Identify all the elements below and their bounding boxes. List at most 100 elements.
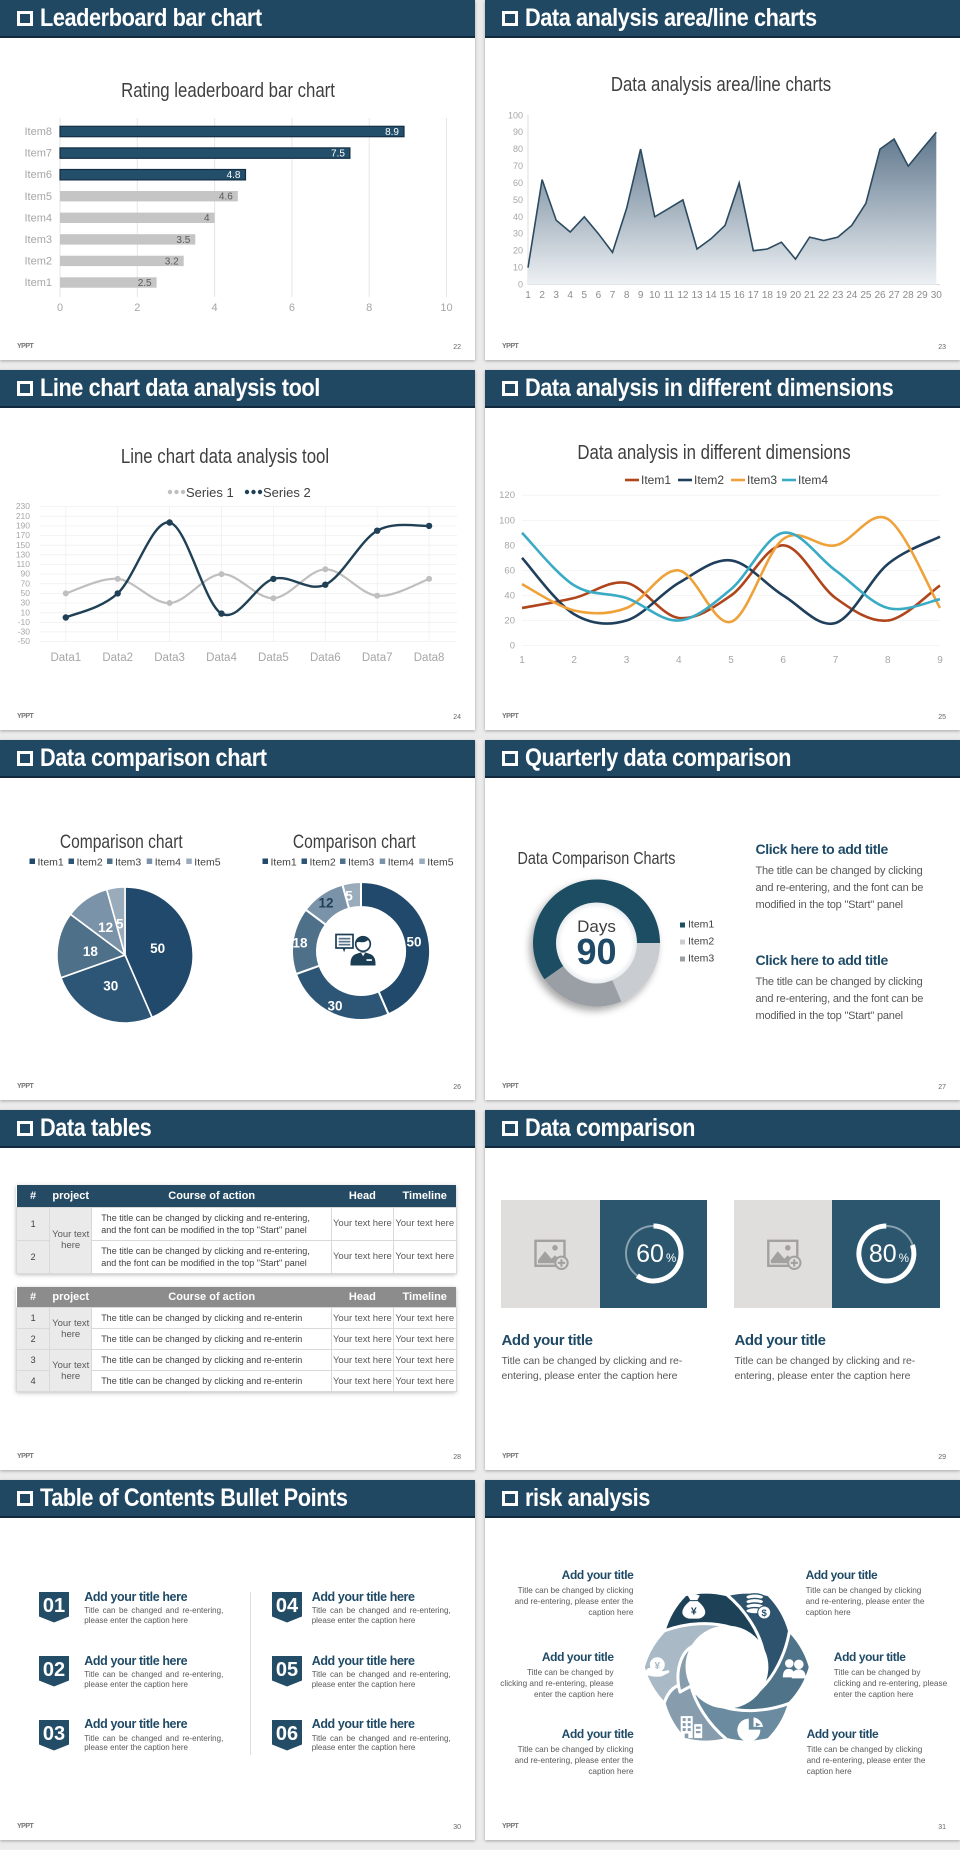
- svg-text:01: 01: [42, 1595, 64, 1617]
- svg-text:50: 50: [21, 588, 31, 598]
- svg-text:03: 03: [42, 1723, 64, 1745]
- svg-text:12: 12: [98, 920, 113, 935]
- svg-text:Item3: Item3: [688, 953, 714, 965]
- svg-text:02: 02: [42, 1659, 64, 1681]
- svg-text:40: 40: [513, 212, 523, 222]
- svg-text:10: 10: [513, 263, 523, 273]
- svg-text:7: 7: [833, 655, 839, 666]
- svg-text:0: 0: [57, 302, 63, 314]
- svg-text:10: 10: [440, 302, 452, 314]
- svg-text:13: 13: [691, 290, 703, 301]
- svg-text:4: 4: [204, 213, 210, 224]
- svg-text:80: 80: [513, 144, 523, 154]
- svg-text:Comparison chart: Comparison chart: [60, 831, 183, 853]
- svg-text:Data analysis area/line charts: Data analysis area/line charts: [611, 72, 831, 95]
- svg-text:14: 14: [705, 290, 717, 301]
- svg-text:2: 2: [539, 290, 545, 301]
- svg-text:110: 110: [16, 559, 30, 569]
- svg-text:Item3: Item3: [115, 857, 141, 869]
- svg-text:6: 6: [289, 302, 295, 314]
- svg-text:60: 60: [504, 565, 515, 576]
- svg-text:Item4: Item4: [24, 212, 52, 224]
- svg-text:Item8: Item8: [24, 126, 52, 138]
- svg-text:12: 12: [318, 896, 333, 911]
- svg-text:Data5: Data5: [258, 652, 289, 664]
- svg-text:1: 1: [525, 290, 531, 301]
- svg-text:Item3: Item3: [348, 857, 374, 869]
- svg-text:6: 6: [596, 290, 602, 301]
- svg-text:120: 120: [499, 490, 515, 501]
- svg-text:5: 5: [116, 917, 124, 932]
- svg-text:Data1: Data1: [50, 652, 81, 664]
- svg-text:5: 5: [582, 290, 588, 301]
- svg-text:18: 18: [83, 944, 99, 959]
- svg-text:30: 30: [21, 598, 31, 608]
- svg-text:05: 05: [275, 1659, 297, 1681]
- svg-text:4: 4: [676, 655, 682, 666]
- svg-text:21: 21: [804, 290, 816, 301]
- svg-text:7: 7: [610, 290, 616, 301]
- svg-text:$: $: [762, 1608, 768, 1619]
- svg-text:Item5: Item5: [427, 857, 453, 869]
- svg-text:Series 1: Series 1: [186, 485, 234, 500]
- svg-text:30: 30: [513, 229, 523, 239]
- svg-text:20: 20: [504, 616, 515, 627]
- svg-text:Data8: Data8: [414, 652, 445, 664]
- svg-text:04: 04: [275, 1595, 298, 1617]
- svg-text:170: 170: [16, 530, 30, 540]
- svg-text:90: 90: [576, 931, 616, 972]
- svg-text:70: 70: [21, 578, 31, 588]
- svg-text:2.5: 2.5: [138, 278, 152, 289]
- svg-text:Data3: Data3: [154, 652, 185, 664]
- svg-text:8: 8: [885, 655, 891, 666]
- svg-text:10: 10: [21, 607, 31, 617]
- svg-text:-10: -10: [18, 617, 31, 627]
- svg-text:12: 12: [677, 290, 689, 301]
- svg-text:Data6: Data6: [310, 652, 341, 664]
- svg-text:Data analysis in different dim: Data analysis in different dimensions: [577, 440, 850, 463]
- svg-text:Line chart data analysis tool: Line chart data analysis tool: [121, 444, 329, 467]
- svg-text:40: 40: [504, 591, 515, 602]
- svg-text:Item3: Item3: [24, 234, 52, 246]
- svg-text:8: 8: [366, 302, 372, 314]
- svg-text:Item2: Item2: [77, 857, 103, 869]
- svg-text:1: 1: [519, 655, 525, 666]
- svg-text:100: 100: [499, 515, 515, 526]
- svg-text:4.8: 4.8: [227, 170, 241, 181]
- svg-text:150: 150: [16, 540, 30, 550]
- svg-text:17: 17: [748, 290, 760, 301]
- svg-text:Item4: Item4: [798, 473, 828, 487]
- svg-text:¥: ¥: [691, 1606, 697, 1618]
- svg-text:29: 29: [917, 290, 929, 301]
- svg-text:70: 70: [513, 161, 523, 171]
- svg-text:06: 06: [275, 1723, 297, 1745]
- svg-text:Item2: Item2: [688, 936, 714, 948]
- svg-text:80: 80: [504, 540, 515, 551]
- svg-text:90: 90: [513, 127, 523, 137]
- svg-text:10: 10: [649, 290, 661, 301]
- svg-text:60: 60: [513, 178, 523, 188]
- svg-text:Item1: Item1: [688, 919, 714, 931]
- svg-text:%: %: [899, 1253, 909, 1265]
- svg-text:Data2: Data2: [102, 652, 133, 664]
- svg-text:Item5: Item5: [194, 857, 220, 869]
- svg-text:22: 22: [818, 290, 830, 301]
- svg-text:8.9: 8.9: [385, 127, 399, 138]
- svg-text:6: 6: [780, 655, 786, 666]
- svg-text:5: 5: [728, 655, 734, 666]
- svg-text:20: 20: [790, 290, 802, 301]
- svg-text:Data7: Data7: [362, 652, 393, 664]
- svg-text:30: 30: [931, 290, 943, 301]
- svg-text:100: 100: [508, 110, 523, 120]
- svg-text:Item2: Item2: [310, 857, 336, 869]
- svg-text:-30: -30: [18, 627, 31, 637]
- svg-text:23: 23: [832, 290, 844, 301]
- svg-text:2: 2: [571, 655, 577, 666]
- svg-text:50: 50: [513, 195, 523, 205]
- svg-text:28: 28: [903, 290, 915, 301]
- svg-text:8: 8: [624, 290, 630, 301]
- svg-text:16: 16: [734, 290, 746, 301]
- svg-text:3: 3: [553, 290, 559, 301]
- svg-text:30: 30: [327, 999, 342, 1014]
- svg-text:130: 130: [16, 549, 30, 559]
